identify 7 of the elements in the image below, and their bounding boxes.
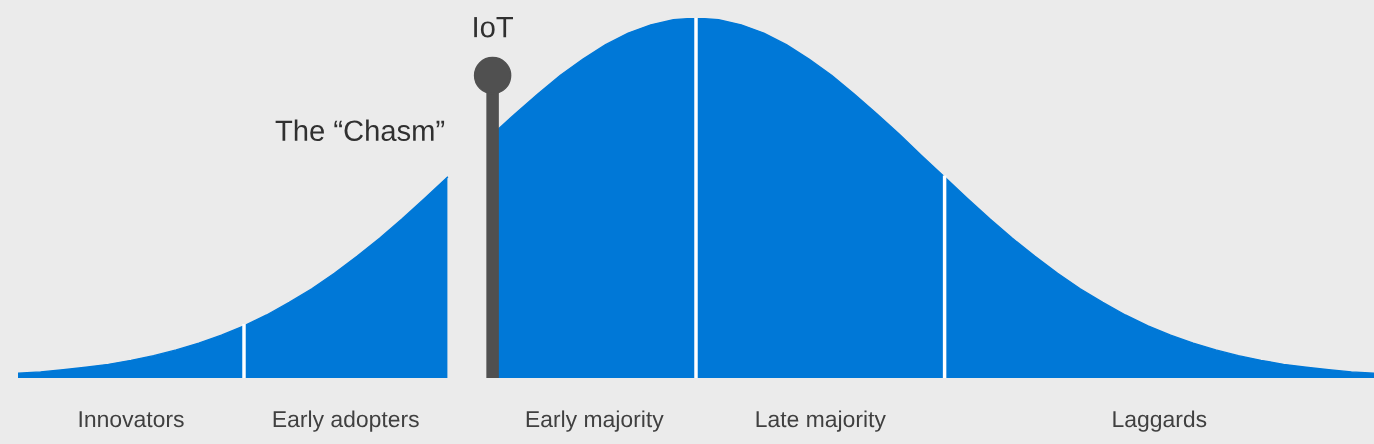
series-label: Innovators [79,411,184,428]
annotation: The “Chasm” [275,119,445,142]
annotation: IoT [474,17,514,38]
series-label: Late majority [756,410,886,432]
series-label: Laggards [1113,410,1207,432]
series-label: Early adopters [273,410,419,432]
series-label: Early majority [526,410,664,432]
